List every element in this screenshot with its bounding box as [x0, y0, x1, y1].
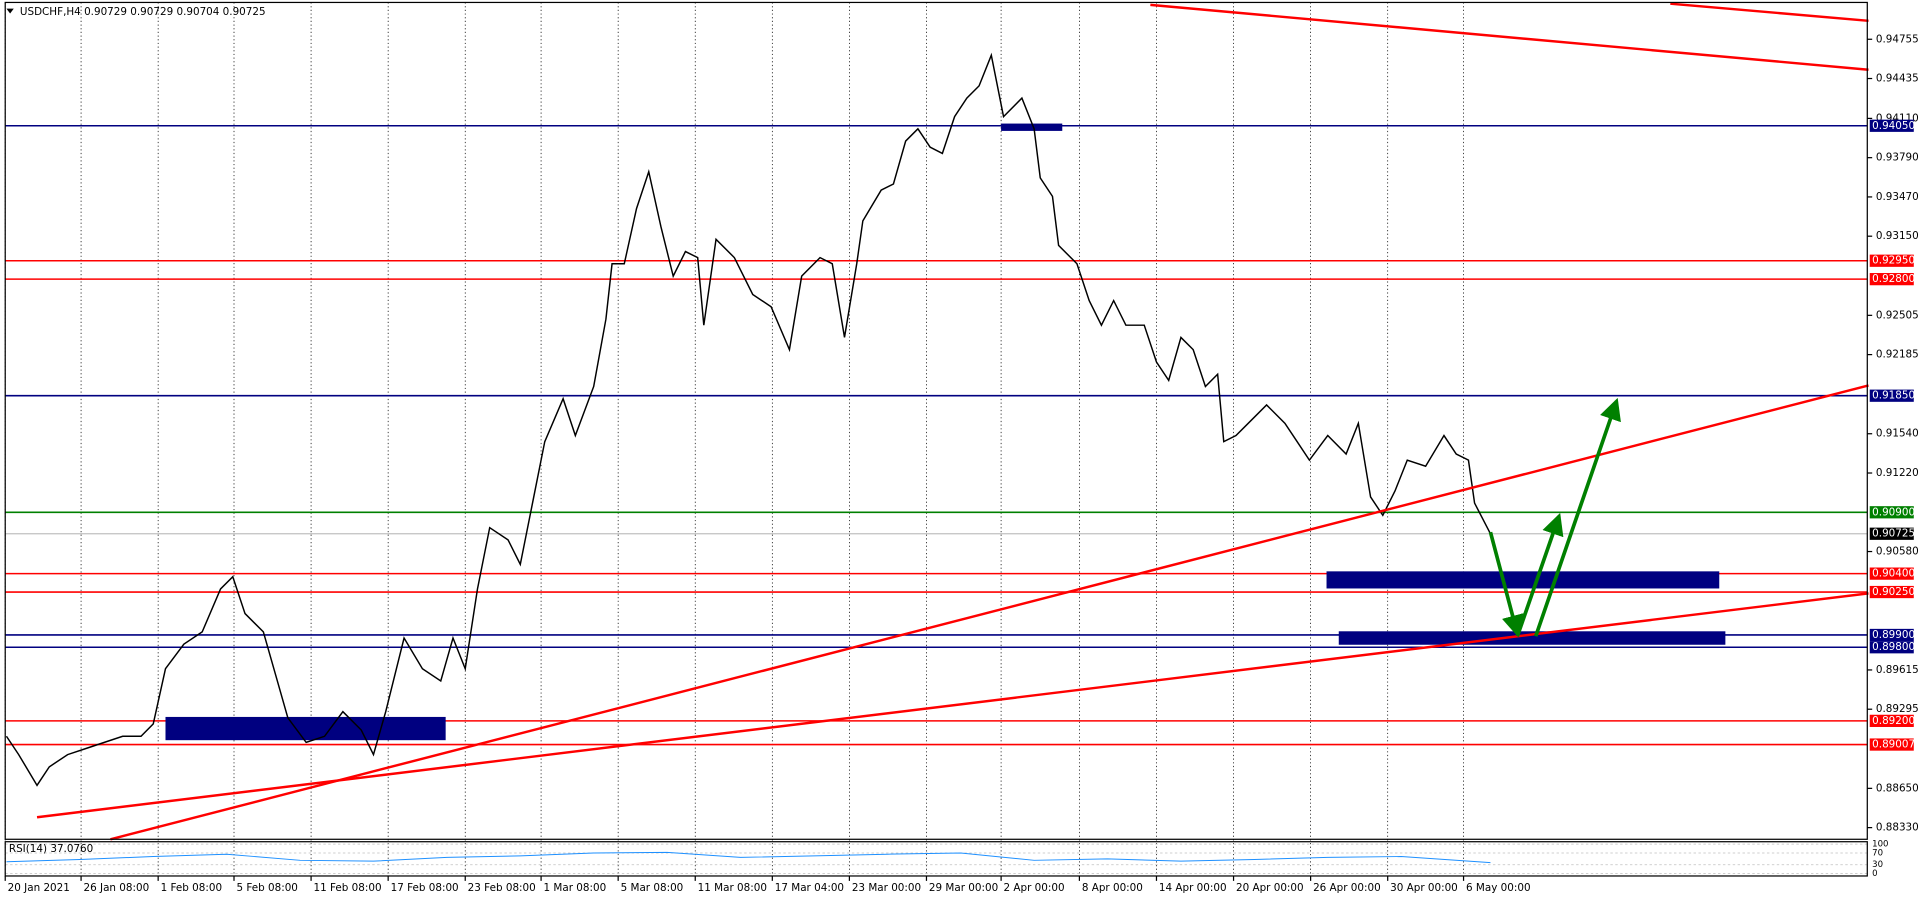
level-label-bg [1869, 585, 1914, 599]
zone [1338, 631, 1726, 645]
y-tick-label: 0.88650 [1876, 782, 1919, 794]
y-tick-label: 0.93470 [1876, 191, 1919, 203]
y-tick-label: 0.92185 [1876, 349, 1919, 361]
y-tick-label: 0.93790 [1876, 152, 1919, 164]
level-label: 0.89200 [1872, 715, 1915, 727]
x-tick-label: 5 Feb 08:00 [236, 882, 297, 894]
x-tick-label: 23 Feb 08:00 [468, 882, 536, 894]
arrow [1534, 397, 1621, 637]
grid-layer [4, 2, 1873, 881]
x-tick-label: 26 Jan 08:00 [84, 882, 150, 894]
zone [1001, 123, 1063, 131]
x-tick-label: 5 Mar 08:00 [621, 882, 684, 894]
zone [165, 716, 446, 741]
y-tick-label: 0.94435 [1876, 73, 1919, 85]
trendline [1670, 2, 1869, 23]
level-label: 0.89007 [1872, 739, 1915, 751]
menu-arrow [6, 8, 14, 14]
x-tick-label: 11 Mar 08:00 [698, 882, 767, 894]
price-line [5, 52, 1492, 787]
y-tick-label: 0.91540 [1876, 428, 1919, 440]
level-label-bg [1869, 389, 1914, 402]
x-tick-label: 8 Apr 00:00 [1082, 882, 1143, 894]
x-tick-label: 17 Feb 08:00 [391, 882, 459, 894]
x-tick-label: 23 Mar 00:00 [852, 882, 921, 894]
level-label-bg [1869, 506, 1914, 519]
zones [165, 123, 1726, 741]
level-label: 0.91850 [1872, 390, 1915, 402]
arrow [1488, 531, 1524, 638]
rsi-tick-label: 30 [1872, 860, 1883, 870]
rsi-label: RSI(14) 37.0760 [9, 843, 93, 855]
x-tick-label: 2 Apr 00:00 [1004, 882, 1065, 894]
trendlines [36, 2, 1869, 841]
trendline [36, 592, 1869, 819]
level-label-bg [1869, 714, 1914, 727]
plot-frame [4, 1, 1868, 840]
x-tick-label: 29 Mar 00:00 [929, 882, 998, 894]
rsi-tick-label: 100 [1872, 840, 1888, 850]
x-tick-label: 6 May 00:00 [1466, 882, 1531, 894]
level-label: 0.90400 [1872, 568, 1915, 580]
level-label: 0.94050 [1872, 120, 1915, 132]
rsi-tick-label: 70 [1872, 848, 1883, 858]
y-tick-label: 0.89615 [1876, 664, 1919, 676]
chart-title: USDCHF,H4 0.90729 0.90729 0.90704 0.9072… [20, 6, 266, 18]
y-tick-label: 0.94755 [1876, 33, 1919, 45]
arrow [1515, 512, 1564, 637]
y-tick-label: 0.90580 [1876, 546, 1919, 558]
rsi-frame [4, 841, 1868, 877]
arrows [1488, 397, 1621, 638]
x-tick-label: 17 Mar 04:00 [775, 882, 844, 894]
level-label: 0.89900 [1872, 629, 1915, 641]
x-tick-label: 11 Feb 08:00 [314, 882, 382, 894]
level-label-bg [1869, 641, 1914, 654]
rsi-line [6, 851, 1491, 864]
x-tick-label: 26 Apr 00:00 [1313, 882, 1381, 894]
y-tick-label: 0.91220 [1876, 467, 1919, 479]
level-label-bg [1869, 527, 1914, 540]
x-tick-label: 20 Jan 2021 [8, 882, 70, 894]
level-label-bg [1869, 254, 1914, 267]
level-label: 0.92800 [1872, 273, 1915, 285]
level-label: 0.90900 [1872, 506, 1915, 518]
y-tick-label: 0.89295 [1876, 703, 1919, 715]
level-label-bg [1869, 628, 1914, 642]
trendline [1150, 3, 1869, 71]
level-label: 0.92950 [1872, 255, 1915, 267]
level-label: 0.89800 [1872, 641, 1915, 653]
zone [1326, 571, 1720, 589]
x-tick-label: 14 Apr 00:00 [1159, 882, 1227, 894]
level-label: 0.90250 [1872, 586, 1915, 598]
x-tick-label: 1 Feb 08:00 [161, 882, 222, 894]
level-label-bg [1869, 273, 1914, 286]
rsi-tick-label: 0 [1872, 869, 1877, 879]
y-tick-label: 0.93150 [1876, 230, 1919, 242]
level-label-bg [1869, 119, 1914, 132]
x-tick-label: 20 Apr 00:00 [1236, 882, 1304, 894]
x-tick-label: 30 Apr 00:00 [1390, 882, 1458, 894]
x-tick-label: 1 Mar 08:00 [544, 882, 607, 894]
data-layer [5, 52, 1492, 864]
y-tick-label: 0.88330 [1876, 822, 1919, 834]
level-label: 0.90725 [1872, 528, 1915, 540]
y-tick-label: 0.92505 [1876, 309, 1919, 321]
level-label-bg [1869, 567, 1914, 580]
trendline [110, 384, 1869, 841]
level-label-bg [1869, 738, 1914, 751]
